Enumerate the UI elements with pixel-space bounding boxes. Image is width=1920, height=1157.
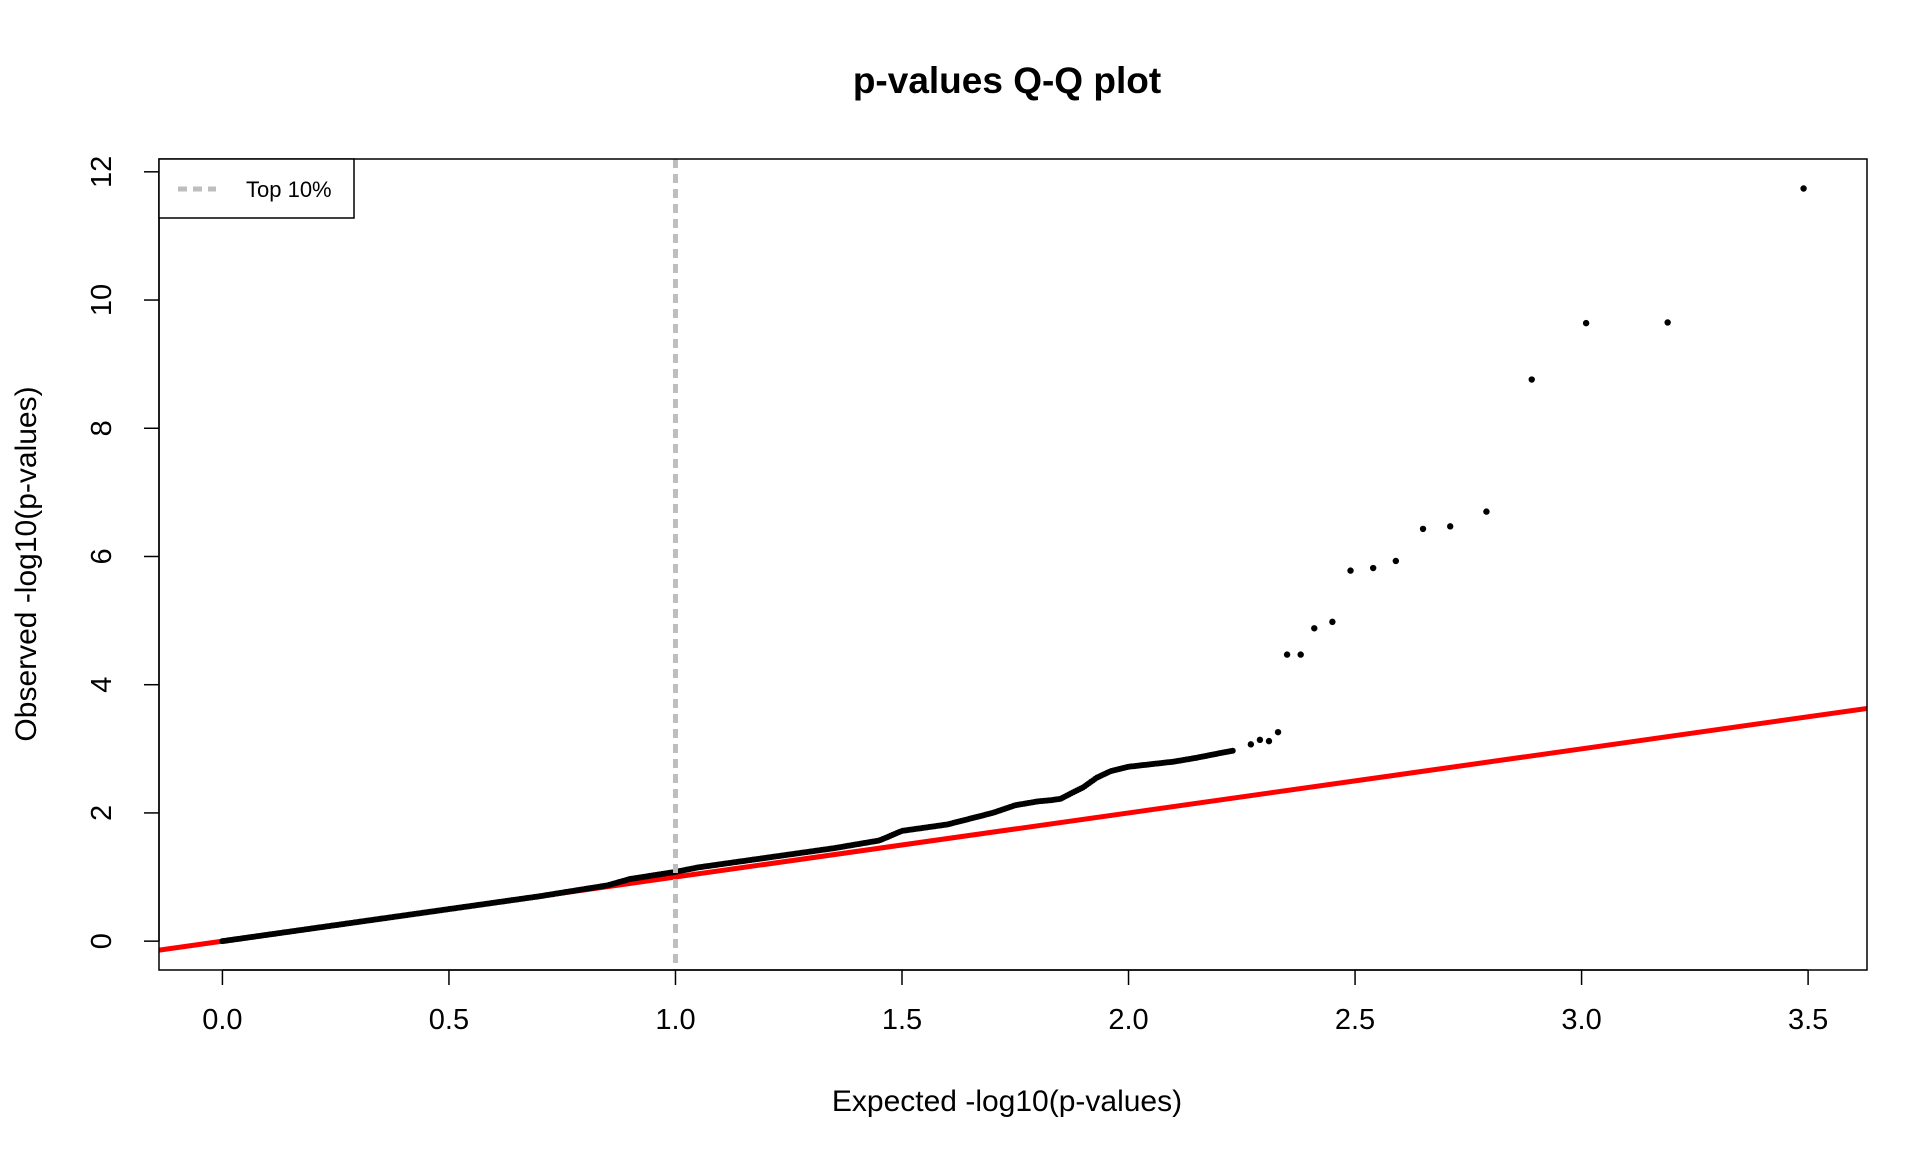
data-point [1329, 618, 1336, 626]
data-point [1800, 185, 1807, 192]
legend: Top 10% [158, 158, 355, 219]
data-point [1297, 651, 1304, 658]
data-point [1311, 625, 1318, 632]
data-point [1247, 741, 1255, 748]
data-point [1274, 728, 1282, 736]
x-tick-label: 3.5 [1788, 1004, 1828, 1036]
plot-frame [158, 158, 1868, 971]
plot-area [158, 158, 1868, 971]
data-point [1256, 736, 1264, 744]
x-tick-label: 1.0 [655, 1004, 695, 1036]
chart-title: p-values Q-Q plot [853, 60, 1161, 101]
data-point [1419, 525, 1427, 533]
x-axis-label: Expected -log10(p-values) [832, 1085, 1182, 1118]
y-tick-label: 12 [86, 156, 118, 188]
x-tick-label: 0.0 [202, 1004, 242, 1036]
plot-inner [159, 159, 1867, 970]
y-axis: 0 2 4 6 8 10 12 [86, 156, 160, 949]
legend-entry-label: Top 10% [246, 177, 332, 202]
data-point [1582, 319, 1590, 327]
data-point [1347, 567, 1354, 574]
y-tick-label: 2 [86, 805, 118, 821]
data-point [1664, 319, 1671, 326]
data-point [1483, 508, 1490, 515]
data-point [1283, 651, 1291, 658]
data-point [1369, 564, 1377, 572]
data-point [1229, 747, 1236, 754]
x-tick-label: 2.0 [1108, 1004, 1148, 1036]
y-axis-label: Observed -log10(p-values) [10, 386, 43, 741]
data-point [1528, 376, 1535, 383]
legend-box [158, 158, 355, 219]
y-tick-label: 8 [86, 420, 118, 436]
data-point [1265, 737, 1273, 745]
x-axis: 0.0 0.5 1.0 1.5 2.0 2.5 3.0 3.5 [202, 969, 1828, 1036]
x-tick-label: 2.5 [1335, 1004, 1375, 1036]
data-point [1392, 557, 1400, 565]
x-tick-label: 1.5 [882, 1004, 922, 1036]
x-tick-label: 0.5 [429, 1004, 469, 1036]
x-tick-label: 3.0 [1561, 1004, 1601, 1036]
data-point [1446, 523, 1454, 530]
y-tick-label: 0 [86, 933, 118, 949]
y-tick-label: 10 [86, 284, 118, 316]
y-tick-label: 4 [86, 677, 118, 693]
y-tick-label: 6 [86, 548, 118, 564]
